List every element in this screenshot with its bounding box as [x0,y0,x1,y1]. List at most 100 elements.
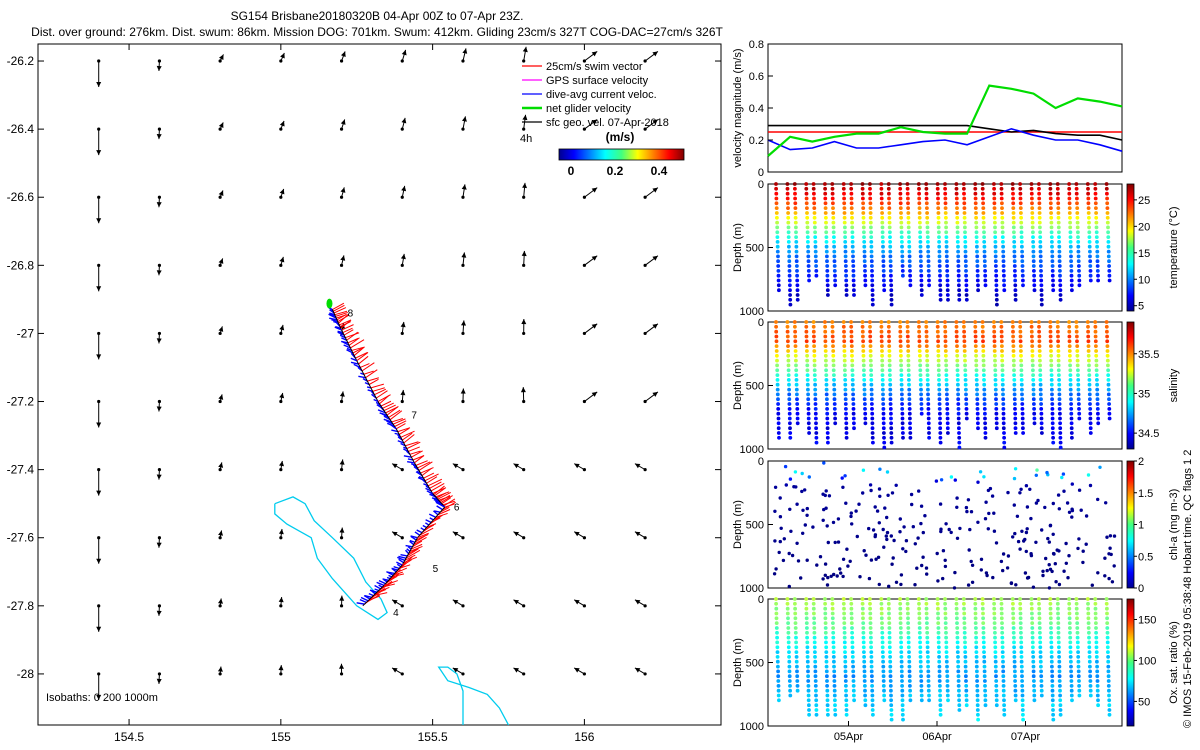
dac-vector [437,502,446,508]
chla-data-point [894,483,898,487]
oxygen-data-point [813,674,818,679]
sfc-velocity-arrow-head [652,391,658,397]
temperature-data-point [830,196,835,201]
salinity-data-point [1010,320,1015,324]
temperature-data-point [869,230,873,235]
oxygen-data-point [1106,659,1111,664]
temperature-data-point [1068,215,1072,220]
sfc-velocity-arrow-head [634,667,641,673]
oxygen-data-point [900,679,904,683]
salinity-data-point [869,382,874,387]
salinity-data-point [1013,407,1017,411]
dac-vector [334,326,342,331]
salinity-data-point [944,368,949,373]
salinity-data-point [1067,349,1072,353]
temperature-data-point [814,259,818,264]
temperature-data-point [898,191,903,196]
temperature-data-point [1057,230,1061,235]
oxygen-data-point [993,645,998,650]
oxygen-data-point [925,630,930,635]
oxygen-data-point [981,611,985,616]
sfc-velocity-arrow-base [522,399,526,404]
oxygen-data-point [833,708,837,712]
oxygen-data-point [962,606,966,611]
map-xtick-label: 156 [574,730,594,744]
sfc-velocity-arrow-base [339,59,344,63]
oxygen-data-point [955,635,960,640]
oxygen-data-point [955,616,959,621]
sfc-velocity-arrow-head [218,530,223,536]
temperature-data-point [1051,283,1055,288]
oxygen-data-point [906,621,910,625]
salinity-data-point [1030,358,1035,363]
oxygen-data-point [944,630,948,635]
salinity-data-point [1021,426,1025,431]
temperature-data-point [1000,230,1005,235]
oxygen-data-point [963,669,968,674]
salinity-data-point [824,358,828,363]
oxygen-data-point [1105,640,1110,645]
temperature-data-point [886,182,891,186]
swim-vector [429,481,442,489]
temperature-data-point [774,211,779,215]
chla-data-point [818,555,823,559]
salinity-data-point [1031,392,1036,397]
salinity-data-point [937,407,942,411]
temperature-data-point [964,297,969,302]
oxygen-data-point [898,616,903,621]
temperature-data-point [1012,240,1017,244]
salinity-data-point [1011,339,1016,344]
temperature-data-point [805,220,810,225]
oxygen-data-point [1051,712,1055,717]
salinity-data-point [1076,368,1080,373]
oxygen-data-point [898,611,903,616]
oxygen-data-point [787,664,792,669]
temperature-data-point [936,211,941,215]
salinity-data-point [813,411,818,416]
oxygen-data-point [944,640,949,645]
salinity-data-point [812,373,817,377]
salinity-data-point [805,358,810,363]
salinity-data-point [993,358,997,363]
salinity-data-point [1075,339,1079,344]
oxygen-data-point [787,650,791,654]
temperature-data-point [925,220,930,225]
temperature-data-point [1069,273,1074,278]
temperature-data-point [1076,249,1081,254]
oxygen-data-point [862,669,867,674]
oxygen-data-point [1087,630,1091,635]
temperature-data-point [1018,182,1022,186]
chla-data-point [861,468,866,472]
salinity-data-point [841,324,846,329]
oxygen-data-point [907,650,911,654]
salinity-data-point [936,349,941,353]
sfc-velocity-arrow-head [520,387,526,393]
salinity-data-point [917,349,922,353]
chla-data-point [943,558,947,562]
oxygen-data-point [1104,597,1109,601]
salinity-data-point [908,435,913,440]
salinity-data-point [849,320,853,324]
temperature-data-point [887,220,892,225]
chla-data-point [924,566,929,570]
salinity-data-point [905,329,910,334]
salinity-data-point [918,368,923,373]
dac-vector [396,561,403,566]
oxygen-data-point [1075,616,1079,621]
oxygen-data-point [1038,659,1043,664]
oxygen-data-point [1013,669,1017,674]
salinity-data-point [887,353,892,358]
salinity-data-point [1086,344,1091,348]
salinity-data-point [918,353,922,358]
oxygen-data-point [851,688,856,693]
salinity-data-point [919,411,924,416]
salinity-data-point [954,339,959,344]
salinity-data-point [906,363,911,368]
temperature-data-point [900,264,905,268]
oxygen-data-point [869,655,874,659]
swim-vector [440,495,453,503]
oxygen-data-point [880,645,885,650]
salinity-data-point [944,378,949,382]
oxygen-data-point [1049,626,1053,630]
oxygen-data-point [863,703,868,708]
